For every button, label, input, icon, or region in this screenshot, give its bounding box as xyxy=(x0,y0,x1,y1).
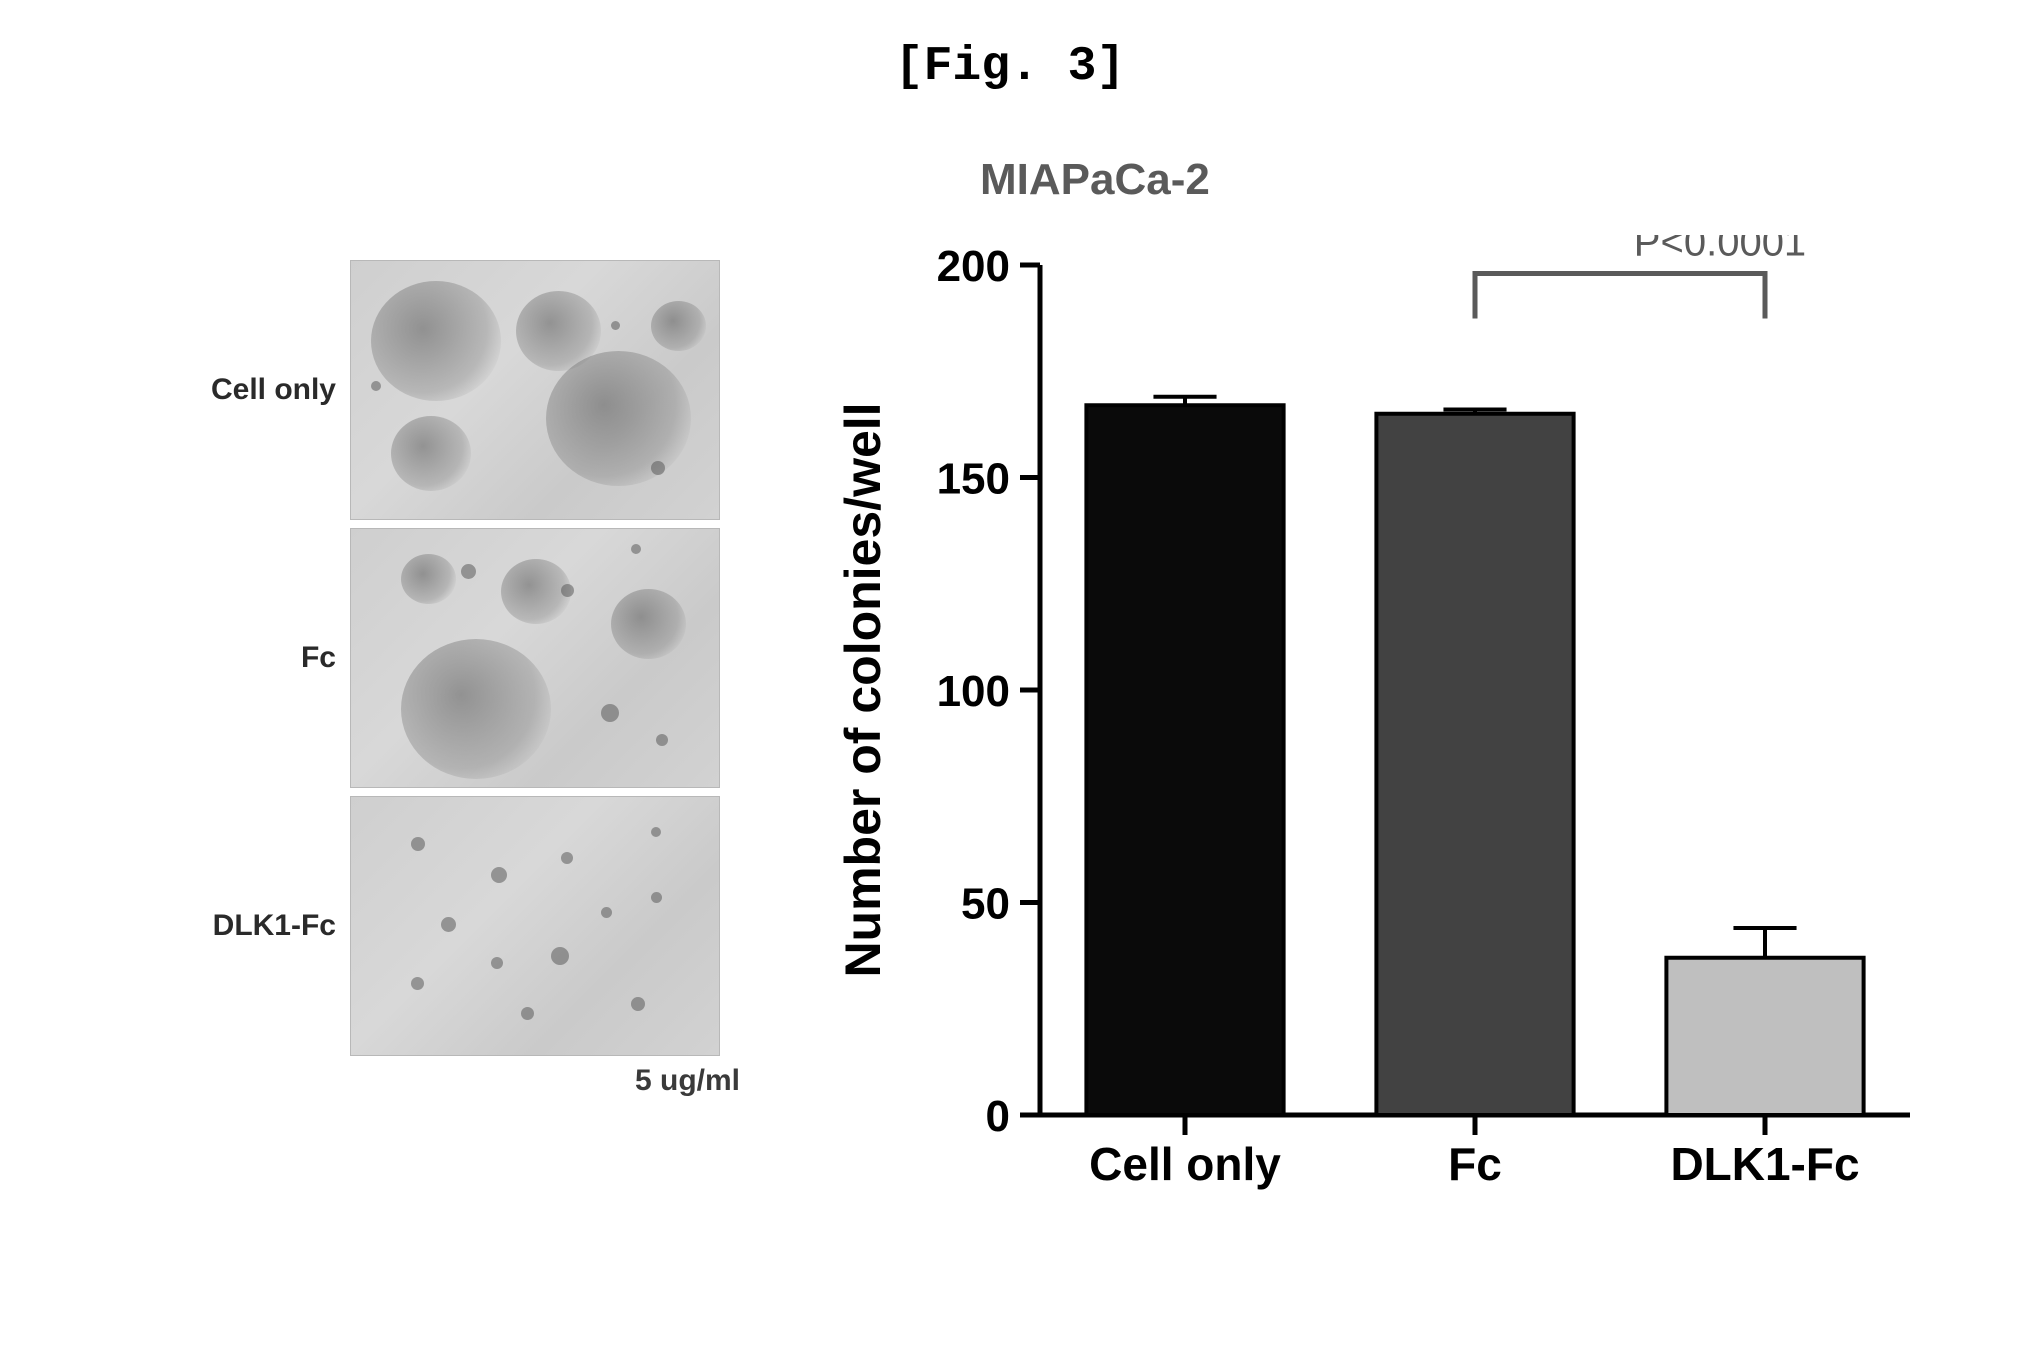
micrograph-column: Cell only Fc DLK1-Fc xyxy=(180,260,760,1098)
figure-caption: [Fig. 3] xyxy=(0,40,2020,94)
svg-text:100: 100 xyxy=(937,667,1010,716)
micrograph-row: Fc xyxy=(180,528,760,788)
svg-text:50: 50 xyxy=(961,880,1010,929)
micrograph-row: DLK1-Fc xyxy=(180,796,760,1056)
chart-title: MIAPaCa-2 xyxy=(980,155,1210,205)
svg-text:Fc: Fc xyxy=(1448,1138,1502,1190)
svg-text:DLK1-Fc: DLK1-Fc xyxy=(1670,1138,1859,1190)
bar-chart: 0 50 100 150 200 Number of colonies/well Cell … xyxy=(820,235,1940,1235)
micrograph-fc xyxy=(350,528,720,788)
micrograph-label: DLK1-Fc xyxy=(180,909,350,943)
dose-label: 5 ug/ml xyxy=(180,1064,760,1098)
svg-text:P<0.0001: P<0.0001 xyxy=(1634,235,1806,265)
micrograph-row: Cell only xyxy=(180,260,760,520)
svg-text:Number of colonies/well: Number of colonies/well xyxy=(835,402,891,977)
svg-text:Cell only: Cell only xyxy=(1089,1138,1281,1190)
svg-text:0: 0 xyxy=(986,1092,1010,1141)
micrograph-dlk1-fc xyxy=(350,796,720,1056)
micrograph-cell-only xyxy=(350,260,720,520)
micrograph-label: Fc xyxy=(180,641,350,675)
micrograph-label: Cell only xyxy=(180,373,350,407)
svg-text:150: 150 xyxy=(937,455,1010,504)
svg-text:200: 200 xyxy=(937,242,1010,291)
